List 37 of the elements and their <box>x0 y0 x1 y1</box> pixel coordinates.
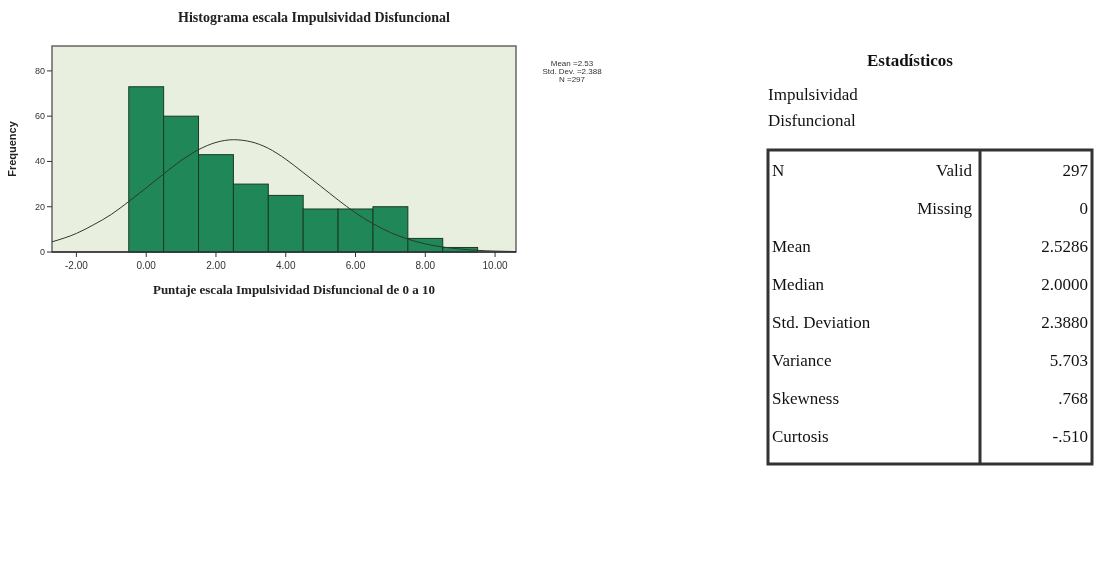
x-tick-label: 10.00 <box>482 260 509 271</box>
category-label: Variance <box>772 351 832 370</box>
text: Mean =2.53 <box>550 59 594 68</box>
data-label: 0 <box>1079 199 1088 218</box>
text: N =297 <box>558 75 586 84</box>
category-label: Valid <box>936 161 973 180</box>
data-label: -.510 <box>1052 427 1088 446</box>
data-label: 2.3880 <box>1041 313 1088 332</box>
y-tick-label: 40 <box>34 156 45 167</box>
x-tick-label: 0.00 <box>136 260 157 271</box>
category-label: Median <box>772 275 825 294</box>
data-label: 2.0000 <box>1041 275 1088 294</box>
x-tick-label: -2.00 <box>65 260 89 271</box>
category-label: Std. Deviation <box>772 313 871 332</box>
data-label: 297 <box>1062 161 1089 180</box>
data-label: 2.5286 <box>1041 237 1088 256</box>
category-label: Missing <box>917 199 973 218</box>
y-tick-label: 0 <box>39 247 45 257</box>
data-label: .768 <box>1058 389 1088 408</box>
data-label: 5.703 <box>1049 351 1088 370</box>
text: Impulsividad Disfuncional <box>768 85 859 130</box>
category-label: Curtosis <box>772 427 829 446</box>
text: Estadísticos <box>867 51 954 70</box>
y-tick-label: 80 <box>34 65 45 76</box>
category-label: Skewness <box>772 389 840 408</box>
text: N <box>772 161 785 180</box>
chart-title: Histograma escala Impulsividad Disfuncional <box>178 10 451 25</box>
y-tick-label: 20 <box>34 201 45 212</box>
y-tick-label: 60 <box>34 111 45 122</box>
text: Std. Dev. =2.388 <box>542 67 603 76</box>
y-axis-title: Frequency <box>6 120 18 177</box>
x-tick-label: 6.00 <box>345 260 366 271</box>
category-label: Mean <box>772 237 812 256</box>
x-axis-title: Puntaje escala Impulsividad Disfuncional de 0 a 10 <box>152 282 436 297</box>
x-tick-label: 4.00 <box>276 260 296 271</box>
x-tick-label: 8.00 <box>415 260 436 271</box>
x-tick-label: 2.00 <box>206 260 227 271</box>
